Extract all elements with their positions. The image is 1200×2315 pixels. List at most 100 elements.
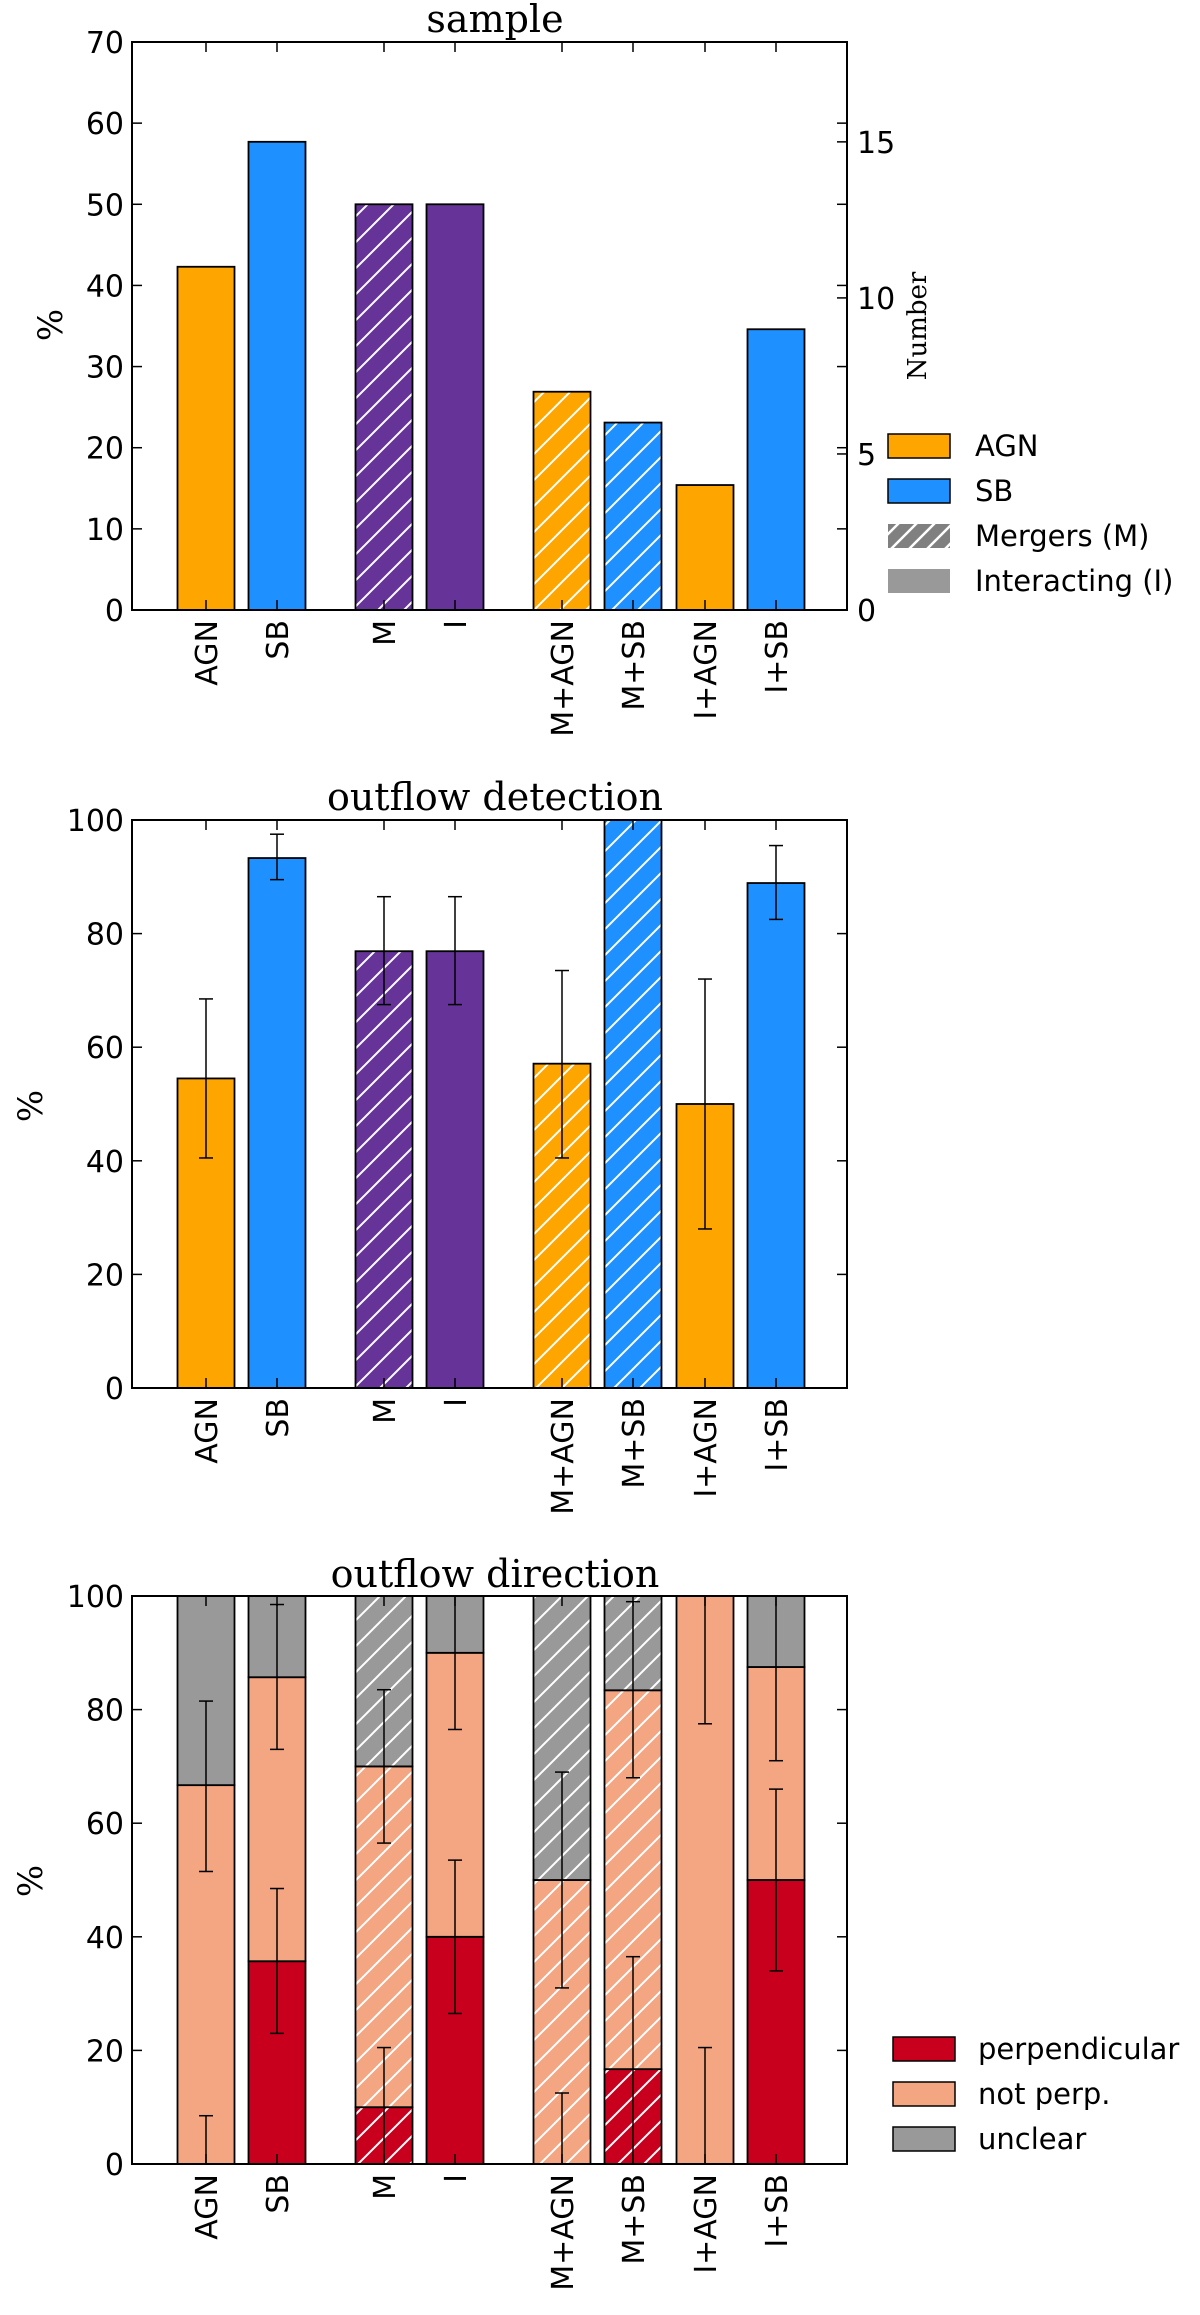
y-tick-label: 80 [86, 918, 124, 953]
bar-hatch [604, 820, 662, 1388]
y2-tick-label: 5 [857, 438, 876, 473]
x-tick-label: I+SB [760, 2174, 795, 2248]
legend-label: Interacting (I) [975, 564, 1173, 598]
legend-item-interacting: Interacting (I) [888, 564, 1173, 598]
x-tick-label: I [439, 1398, 474, 1407]
error-bars [199, 1595, 783, 2165]
y-tick-label: 10 [86, 513, 124, 548]
x-tick-label: I [439, 620, 474, 629]
x-tick-label: I [439, 2174, 474, 2183]
y-tick-label: 0 [105, 1372, 124, 1407]
y-tick-label: 60 [86, 1807, 124, 1842]
x-tick-label: M+SB [617, 1398, 652, 1489]
x-tick-label: M [368, 1398, 403, 1424]
x-tick-label: SB [261, 1398, 296, 1438]
y-tick-label: 60 [86, 107, 124, 142]
y-tick-label: 70 [86, 26, 124, 61]
y-tick-label: 100 [67, 804, 124, 839]
error-bars [199, 833, 783, 1230]
legend-label: AGN [975, 429, 1039, 463]
y2-tick-label: 0 [857, 594, 876, 629]
bar-hatch [604, 422, 662, 610]
legend-label: perpendicular [978, 2032, 1179, 2066]
bars [176, 819, 806, 1389]
bars [176, 1595, 806, 2165]
y-tick-label: 40 [86, 269, 124, 304]
legend-swatch-agn [887, 433, 951, 459]
x-tick-label: I+SB [760, 1398, 795, 1472]
x-tick-label: I+SB [760, 620, 795, 694]
bar-hatch [355, 204, 413, 611]
bar [177, 266, 235, 610]
bar [248, 858, 306, 1388]
x-tick-label: M [368, 2174, 403, 2200]
y-tick-label: 80 [86, 1694, 124, 1729]
x-ticks: AGN SB M I M+AGN M+SB I+AGN I+SB [190, 820, 795, 1515]
bars [176, 140, 806, 611]
chart-title: outflow direction [331, 1552, 660, 1596]
plot-frame [131, 1595, 848, 2165]
legend-item-sb: SB [887, 474, 1013, 508]
bar-hatch [533, 391, 591, 610]
y-ticks: 0 20 40 60 80 100 [67, 804, 847, 1407]
legend-swatch-sb [887, 478, 951, 504]
x-ticks: AGN SB M I M+AGN M+SB I+AGN I+SB [190, 42, 795, 737]
x-tick-label: AGN [190, 620, 225, 686]
x-tick-label: SB [261, 2174, 296, 2214]
x-tick-label: I+AGN [689, 1398, 724, 1498]
x-tick-label: M [368, 620, 403, 646]
y-tick-label: 50 [86, 188, 124, 223]
x-tick-label: AGN [190, 2174, 225, 2240]
y-tick-label: 20 [86, 1258, 124, 1293]
legend-label: unclear [978, 2122, 1086, 2156]
legend-item-mergers: Mergers (M) [888, 519, 1149, 553]
bar [747, 883, 805, 1388]
x-tick-label: I+AGN [689, 2174, 724, 2274]
bar-hatch [355, 951, 413, 1388]
x-tick-label: M+AGN [546, 2174, 581, 2291]
y-tick-label: 60 [86, 1031, 124, 1066]
x-tick-label: M+AGN [546, 620, 581, 737]
bar [426, 951, 484, 1388]
x-tick-label: AGN [190, 1398, 225, 1464]
legend-item-agn: AGN [887, 429, 1039, 463]
legend-label: not perp. [978, 2077, 1111, 2111]
y-ticks: 0 20 40 60 80 100 [67, 1580, 847, 2183]
y-tick-label: 100 [67, 1580, 124, 1615]
chart-title: outflow detection [327, 775, 663, 819]
x-ticks: AGN SB M I M+AGN M+SB I+AGN I+SB [190, 1596, 795, 2291]
bar [426, 204, 484, 611]
y2-tick-label: 10 [857, 282, 895, 317]
y2-tick-label: 15 [857, 126, 895, 161]
chart-sample: sample % Number 0 10 20 30 40 50 60 70 0 5 10 15 A… [31, 0, 1173, 737]
y-axis-label: % [31, 309, 71, 341]
legend-swatch-interacting [888, 569, 950, 593]
x-tick-label: I+AGN [689, 620, 724, 720]
bar [248, 141, 306, 610]
y-tick-label: 0 [105, 2148, 124, 2183]
chart-title: sample [426, 0, 563, 41]
legend: AGN SB Mergers (M) Interacting (I) [887, 429, 1173, 598]
bar [747, 329, 805, 610]
y-tick-label: 40 [86, 1921, 124, 1956]
legend-item-perpendicular: perpendicular [892, 2032, 1179, 2066]
legend-swatch-unclear [892, 2126, 956, 2152]
legend-item-not-perp: not perp. [892, 2077, 1111, 2111]
plot-frame [131, 819, 848, 1389]
y-axis-label: % [11, 1090, 51, 1122]
legend-swatch-mergers [888, 524, 950, 548]
y-ticks: 0 10 20 30 40 50 60 70 [86, 26, 847, 629]
y-tick-label: 0 [105, 594, 124, 629]
legend: perpendicular not perp. unclear [892, 2032, 1179, 2156]
y-tick-label: 40 [86, 1145, 124, 1180]
x-tick-label: SB [261, 620, 296, 660]
legend-swatch-perpendicular [892, 2036, 956, 2062]
legend-label: Mergers (M) [975, 519, 1149, 553]
bar [676, 485, 734, 610]
chart-outflow-detection: outflow detection % 0 20 40 60 80 100 AGN SB M I… [11, 775, 848, 1515]
x-tick-label: M+AGN [546, 1398, 581, 1515]
legend-label: SB [975, 474, 1013, 508]
y-axis-label: % [11, 1865, 51, 1897]
plot-frame [131, 41, 848, 611]
